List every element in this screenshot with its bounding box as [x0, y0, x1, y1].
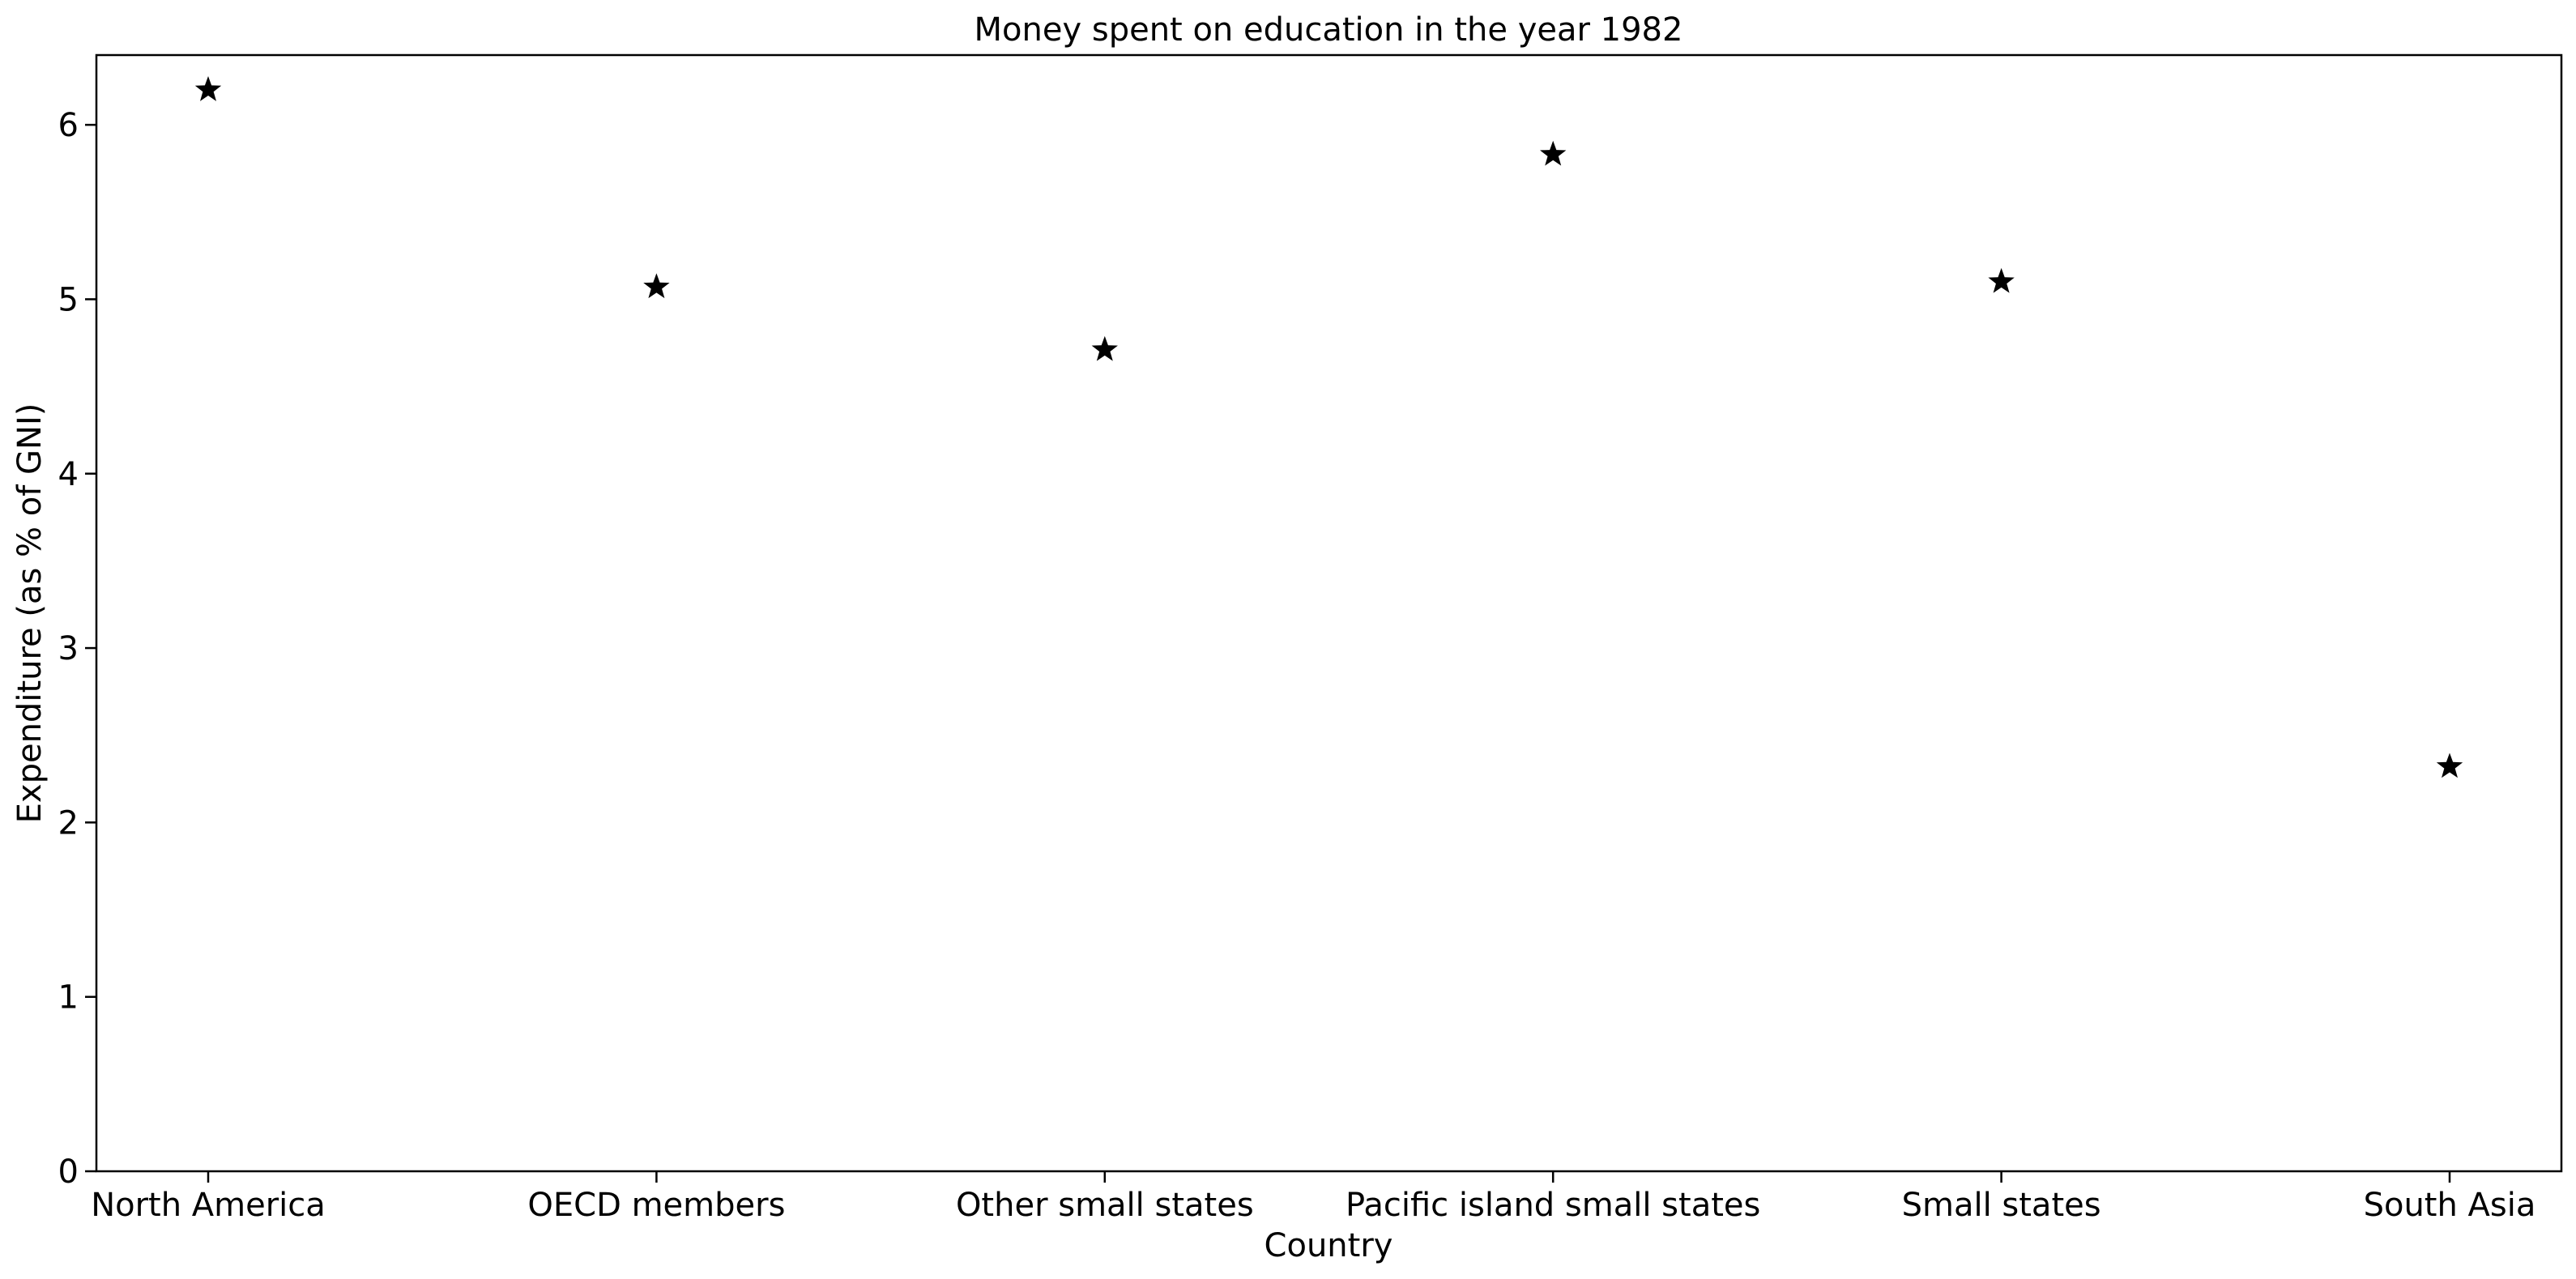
y-tick-label: 1 [58, 979, 79, 1017]
y-tick-label: 4 [58, 456, 79, 493]
x-axis-ticks: North America OECD members Other small sta… [91, 1171, 2535, 1224]
data-points [194, 76, 2463, 778]
y-axis-ticks: 0 1 2 3 4 5 6 [58, 107, 96, 1191]
x-axis-label: Country [1265, 1227, 1393, 1264]
x-tick-label: Other small states [956, 1187, 1254, 1224]
y-tick-label: 3 [58, 630, 79, 667]
y-tick-label: 0 [58, 1153, 79, 1191]
data-point-star [194, 76, 222, 101]
x-tick-label: South Asia [2364, 1187, 2536, 1224]
x-tick-label: Pacific island small states [1346, 1187, 1760, 1224]
y-tick-label: 6 [58, 107, 79, 144]
x-tick-label: Small states [1902, 1187, 2101, 1224]
y-axis-label: Expenditure (as % of GNI) [11, 403, 49, 824]
data-point-star [643, 273, 670, 299]
plot-area-frame [95, 53, 2563, 1173]
data-point-star [1091, 335, 1118, 361]
data-point-star [1540, 140, 1567, 166]
data-point-star [1988, 267, 2015, 293]
x-tick-label: North America [91, 1187, 326, 1224]
y-tick-label: 2 [58, 804, 79, 842]
chart-title: Money spent on education in the year 198… [975, 11, 1683, 49]
x-tick-label: OECD members [527, 1187, 785, 1224]
data-point-star [2436, 752, 2463, 778]
y-tick-label: 5 [58, 281, 79, 318]
